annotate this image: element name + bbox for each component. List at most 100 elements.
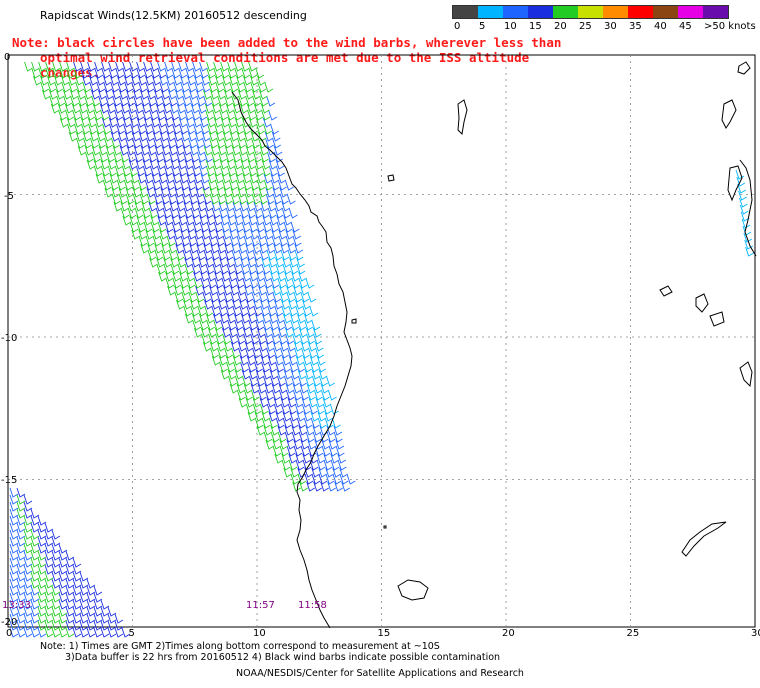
wind-barb (259, 194, 268, 205)
wind-barb (194, 180, 203, 191)
time-label-1: 13:33 (2, 600, 31, 611)
wind-barb (266, 250, 276, 261)
wind-barb (37, 515, 47, 526)
wind-barb (161, 145, 171, 156)
wind-barb (154, 96, 164, 107)
wind-barb (96, 131, 106, 142)
wind-barb (95, 124, 105, 135)
wind-barb (146, 187, 156, 198)
wind-barb (263, 278, 273, 289)
wind-barb (257, 383, 267, 394)
wind-barb (245, 397, 255, 408)
wind-barb (249, 376, 258, 387)
wind-barb (138, 131, 148, 142)
wind-barb (219, 159, 229, 170)
wind-barb (200, 173, 210, 184)
wind-barb (97, 138, 106, 149)
wind-barb (227, 61, 236, 72)
wind-barb (203, 243, 213, 254)
wind-barb (248, 215, 258, 226)
wind-barb (115, 68, 125, 79)
wind-barb (250, 236, 260, 247)
wind-barb (270, 271, 279, 282)
wind-barb (166, 229, 176, 240)
wind-barb (261, 411, 271, 422)
wind-barb (249, 173, 259, 184)
wind-barb (274, 201, 284, 212)
wind-barb (143, 222, 153, 233)
wind-barb (94, 117, 104, 128)
wind-barb (93, 592, 103, 603)
wind-barb (59, 117, 69, 128)
legend-label: 0 (454, 21, 461, 32)
wind-barb (40, 82, 50, 93)
wind-barb (16, 578, 26, 589)
wind-barb (58, 592, 68, 603)
wind-barb (44, 522, 54, 533)
wind-barb (210, 250, 220, 261)
wind-barb (179, 278, 189, 289)
wind-barb (195, 285, 204, 296)
footer-note-1: Note: 1) Times are GMT 2)Times along bot… (40, 641, 440, 652)
wind-barb (241, 313, 250, 324)
wind-barb (16, 487, 26, 498)
wind-barb (164, 117, 174, 128)
wind-barb (159, 236, 169, 247)
wind-barb (112, 194, 121, 205)
wind-barb (284, 425, 294, 436)
wind-barb (177, 208, 186, 219)
wind-barb (257, 131, 267, 142)
wind-barb (257, 180, 266, 191)
wind-barb (276, 320, 286, 331)
wind-barb (77, 96, 87, 107)
wind-barb (37, 578, 47, 589)
wind-barb (134, 152, 143, 163)
legend-label: 25 (579, 21, 592, 32)
wind-barb (295, 299, 304, 310)
wind-barb (86, 613, 96, 624)
wind-barb (75, 82, 85, 93)
wind-barb (314, 390, 323, 401)
wind-barb (250, 131, 260, 142)
wind-barb (284, 376, 293, 387)
wind-barb (114, 620, 124, 631)
wind-barb (192, 166, 201, 177)
wind-barb (269, 166, 278, 177)
wind-barb (272, 446, 282, 457)
wind-barb (171, 117, 181, 128)
wind-barb (321, 439, 331, 450)
wind-barb (102, 173, 112, 184)
wind-barb (172, 173, 182, 184)
wind-barb (185, 117, 195, 128)
wind-barb (153, 138, 162, 149)
wind-barb (255, 320, 265, 331)
wind-barb (250, 229, 260, 240)
wind-barb (231, 145, 241, 156)
wind-barb (220, 369, 230, 380)
wind-barb (65, 110, 75, 121)
wind-barb (274, 453, 284, 464)
wind-barb (248, 313, 257, 324)
wind-barb (289, 264, 299, 275)
wind-barb (224, 145, 234, 156)
legend-label: 15 (529, 21, 542, 32)
wind-barb (254, 264, 264, 275)
wind-barb (187, 180, 196, 191)
wind-barb (210, 243, 220, 254)
wind-barb (291, 327, 301, 338)
wind-barb (238, 243, 248, 254)
wind-barb (136, 215, 146, 226)
wind-barb (100, 599, 110, 610)
wind-barb (37, 585, 47, 596)
wind-barb (328, 390, 337, 401)
wind-barb (198, 208, 207, 219)
wind-barb (265, 439, 275, 450)
wind-barb (302, 355, 312, 366)
wind-barb (257, 75, 266, 86)
wind-barb (121, 159, 131, 170)
x-tick-label: 30 (751, 628, 760, 639)
wind-barb (171, 215, 181, 226)
wind-barb (30, 515, 40, 526)
wind-barb (199, 313, 208, 324)
wind-barb (208, 334, 218, 345)
